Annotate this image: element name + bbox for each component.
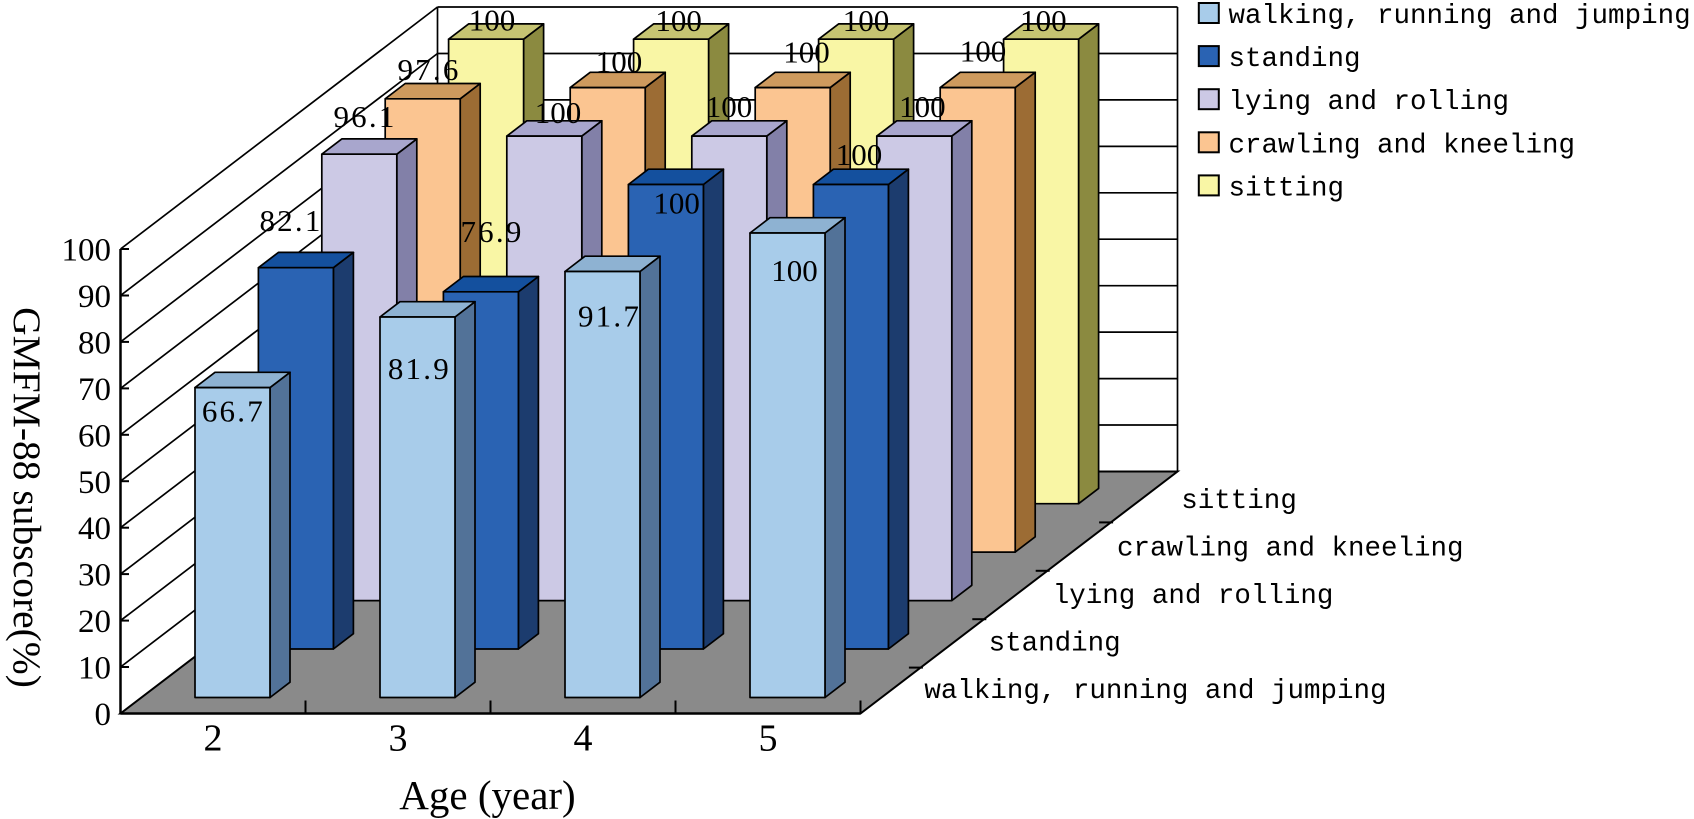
svg-text:100: 100 bbox=[596, 44, 643, 79]
svg-text:82.1: 82.1 bbox=[259, 203, 322, 238]
svg-text:70: 70 bbox=[78, 372, 111, 408]
svg-text:3: 3 bbox=[389, 718, 408, 760]
svg-text:4: 4 bbox=[574, 718, 593, 760]
svg-text:crawling and kneeling: crawling and kneeling bbox=[1117, 534, 1464, 565]
svg-text:100: 100 bbox=[706, 89, 753, 124]
svg-text:66.7: 66.7 bbox=[202, 394, 265, 429]
svg-text:10: 10 bbox=[78, 651, 111, 687]
svg-text:100: 100 bbox=[62, 233, 112, 269]
svg-text:walking, running and jumping: walking, running and jumping bbox=[924, 676, 1386, 707]
svg-text:sitting: sitting bbox=[1229, 173, 1345, 204]
svg-text:76.9: 76.9 bbox=[460, 214, 523, 249]
svg-text:100: 100 bbox=[783, 34, 830, 69]
svg-text:sitting: sitting bbox=[1181, 486, 1297, 517]
svg-text:standing: standing bbox=[989, 629, 1121, 660]
svg-text:60: 60 bbox=[78, 418, 111, 454]
svg-text:Age (year): Age (year) bbox=[399, 772, 575, 818]
svg-text:90: 90 bbox=[78, 279, 111, 315]
svg-text:100: 100 bbox=[535, 95, 582, 130]
svg-text:91.7: 91.7 bbox=[578, 299, 641, 334]
svg-text:100: 100 bbox=[899, 89, 946, 124]
svg-text:80: 80 bbox=[78, 325, 111, 361]
svg-text:100: 100 bbox=[843, 3, 890, 38]
svg-text:crawling and kneeling: crawling and kneeling bbox=[1229, 130, 1576, 161]
svg-text:100: 100 bbox=[1020, 3, 1067, 38]
svg-text:97.6: 97.6 bbox=[397, 52, 460, 87]
svg-text:100: 100 bbox=[655, 3, 702, 38]
svg-text:40: 40 bbox=[78, 511, 111, 547]
svg-text:GMFM-88 subscore(%): GMFM-88 subscore(%) bbox=[5, 307, 49, 688]
svg-text:100: 100 bbox=[469, 3, 516, 38]
svg-text:standing: standing bbox=[1229, 44, 1361, 75]
svg-text:20: 20 bbox=[78, 604, 111, 640]
svg-text:100: 100 bbox=[653, 186, 700, 221]
svg-text:lying and rolling: lying and rolling bbox=[1053, 581, 1334, 612]
svg-text:50: 50 bbox=[78, 465, 111, 501]
svg-text:81.9: 81.9 bbox=[388, 351, 451, 386]
svg-text:lying and rolling: lying and rolling bbox=[1229, 87, 1510, 118]
svg-text:96.1: 96.1 bbox=[333, 99, 396, 134]
svg-text:100: 100 bbox=[771, 253, 818, 288]
svg-text:100: 100 bbox=[960, 33, 1007, 68]
svg-text:2: 2 bbox=[204, 718, 223, 760]
svg-text:30: 30 bbox=[78, 558, 111, 594]
svg-text:5: 5 bbox=[759, 718, 778, 760]
svg-text:0: 0 bbox=[95, 697, 112, 733]
svg-text:100: 100 bbox=[836, 137, 883, 172]
svg-text:walking, running and jumping: walking, running and jumping bbox=[1229, 1, 1691, 32]
